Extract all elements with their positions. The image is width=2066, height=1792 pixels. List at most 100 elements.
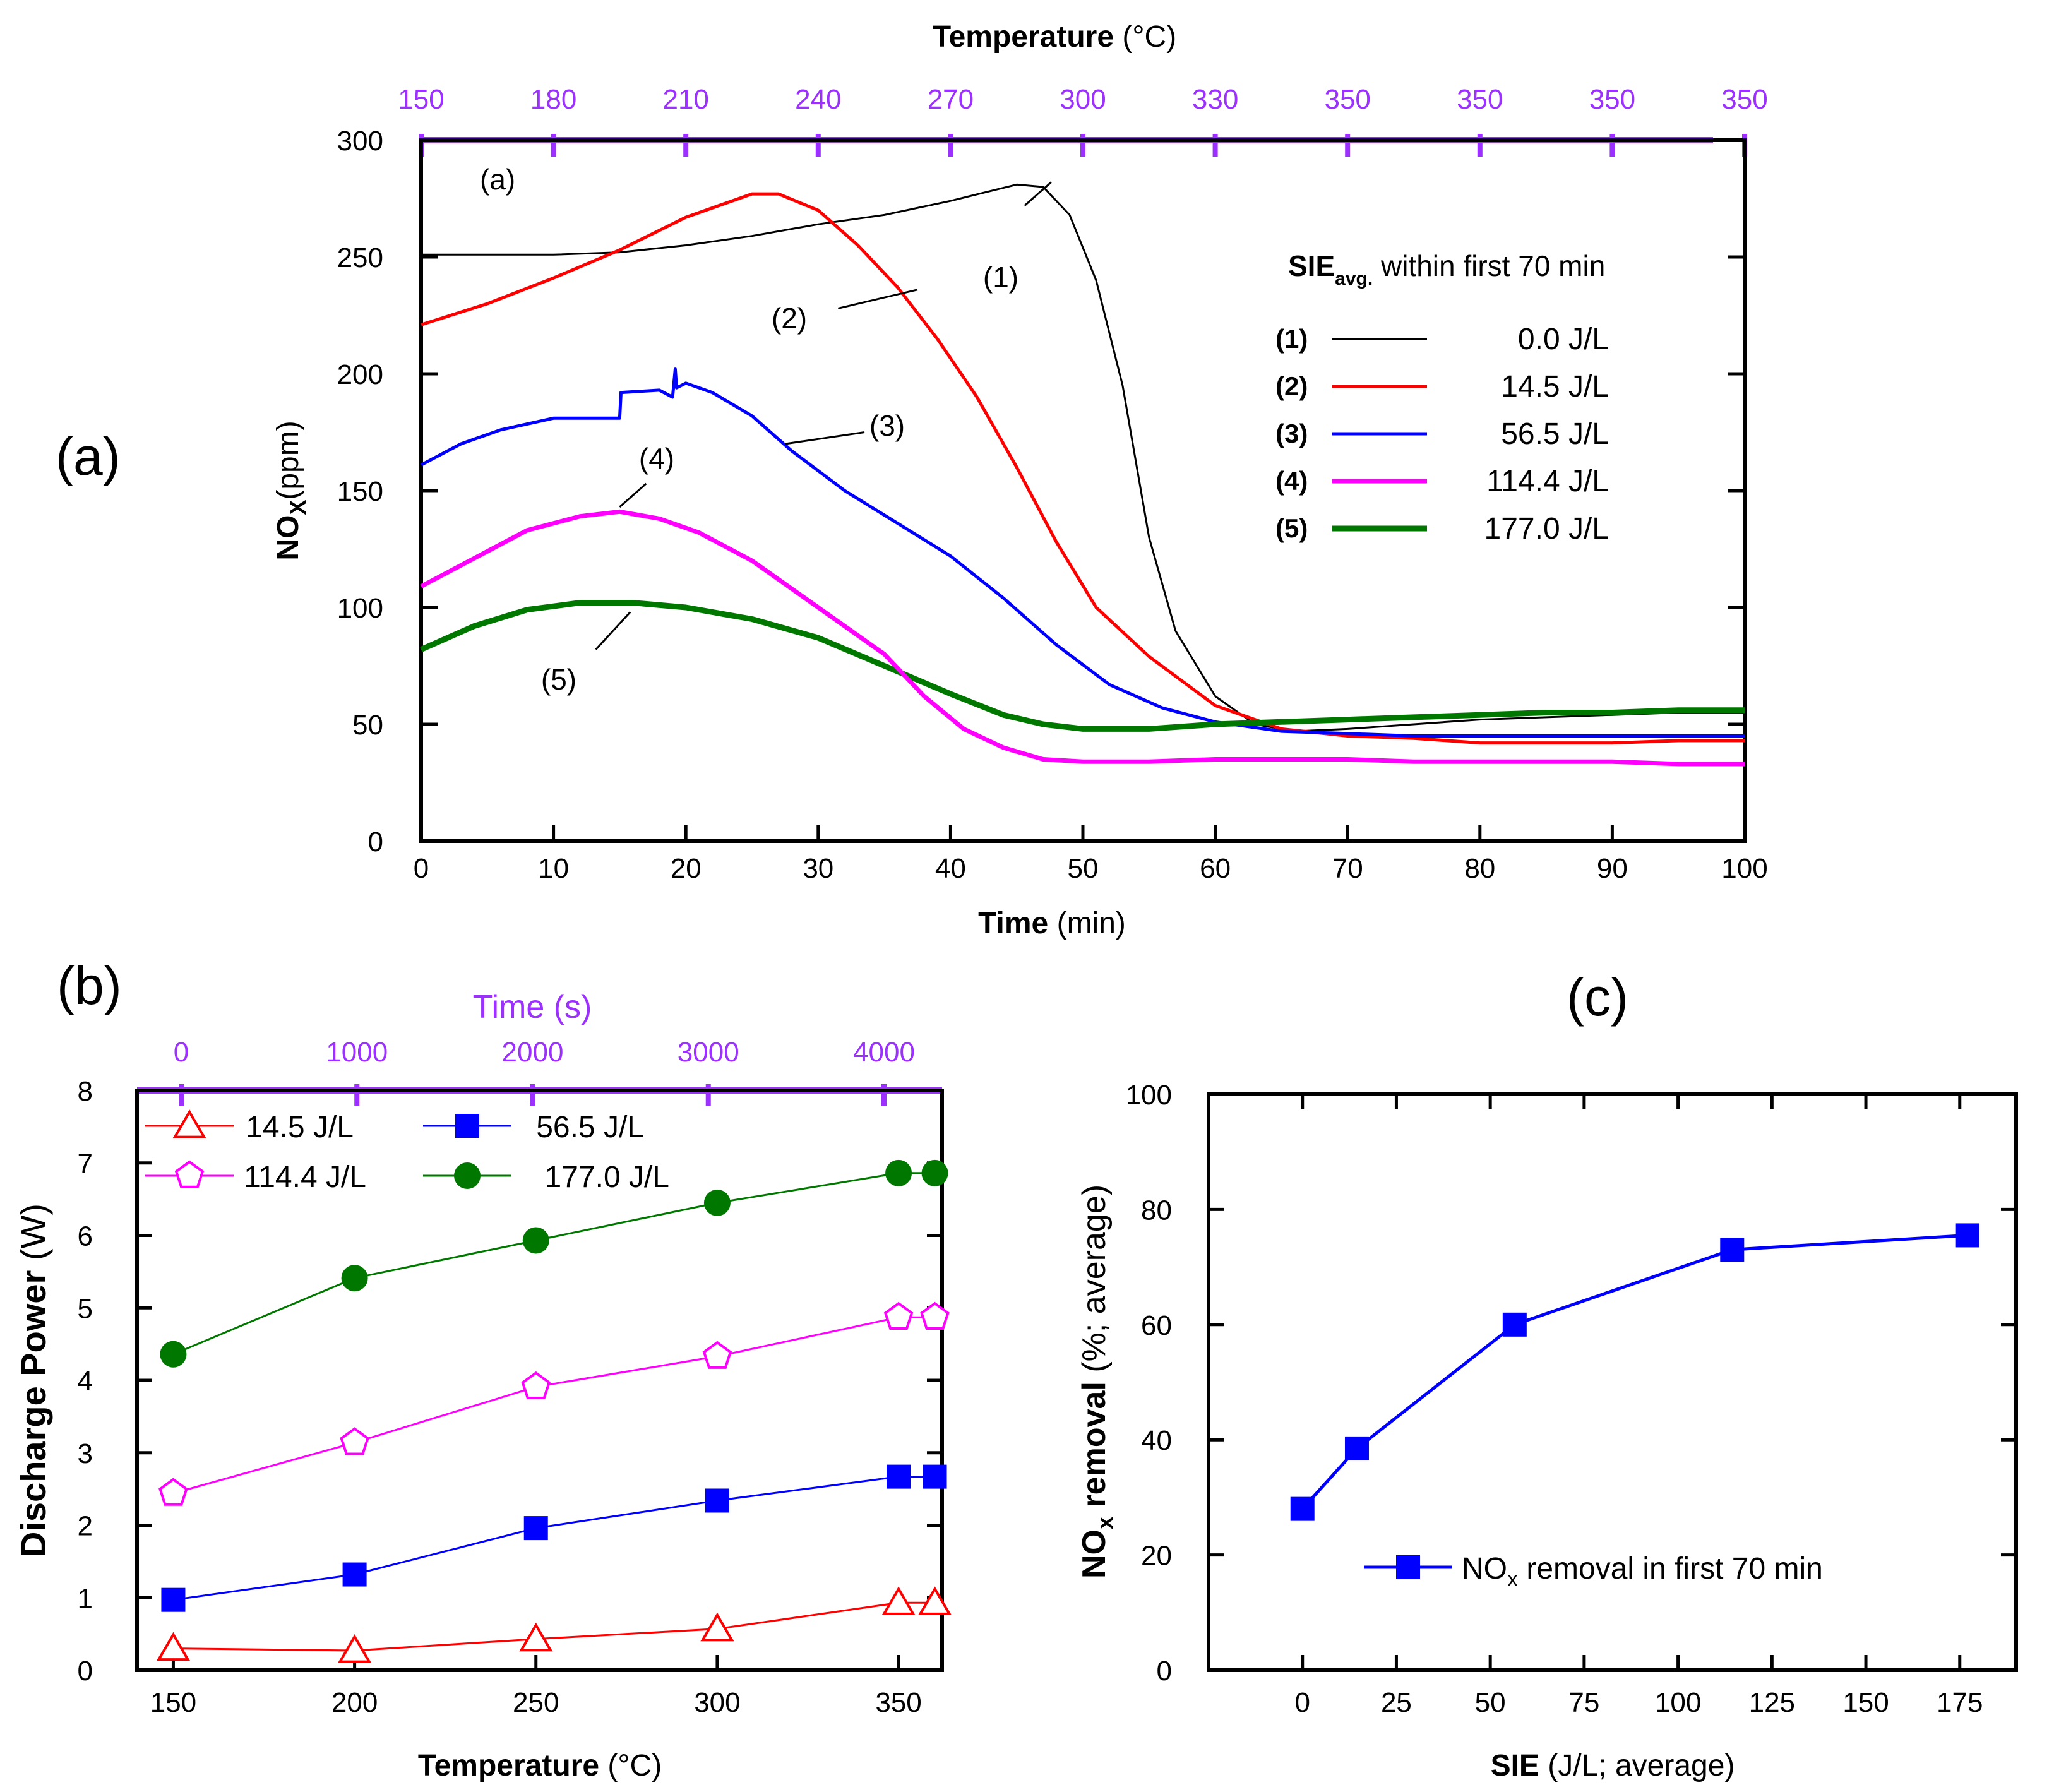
panel-a-annotation-label: (3): [869, 409, 905, 442]
panel-c-legend-marker: [1396, 1555, 1420, 1579]
panel-a-y-axis-label: NOX(ppm): [272, 421, 311, 560]
panel-a-top-tick-label: 150: [398, 84, 444, 115]
panel-a-y-tick-label: 250: [337, 242, 383, 273]
panel-b-legend-marker: [172, 1109, 206, 1138]
panel-a-y-tick-label: 100: [337, 593, 383, 624]
panel-b-y-tick-label: 1: [78, 1583, 93, 1614]
panel-b-legend-label: 56.5 J/L: [536, 1111, 644, 1144]
panel-c-x-tick-label: 50: [1475, 1687, 1506, 1718]
panel-b-data-point: [158, 1478, 188, 1506]
panel-a-annotation-leader: [595, 611, 631, 650]
panel-a-top-tick-label: 350: [1721, 84, 1767, 115]
panel-b-legend: 14.5 J/L 56.5 J/L 114.4 J/L 177.0 J/L: [145, 1109, 669, 1194]
panel-a-annotation-label: (2): [772, 302, 807, 335]
panel-c-chart: (c) 0 25 50 75 100 125 150 175 0 20 40 60 80 100 NOx …: [1076, 967, 2018, 1783]
panel-a-x-tick-label: 10: [538, 853, 569, 884]
panel-a-annotation-label: (1): [983, 261, 1018, 294]
panel-b-y-tick-label: 7: [78, 1149, 93, 1180]
panel-c-y-tick-label: 0: [1157, 1656, 1172, 1687]
panel-a-x-tick-label: 100: [1721, 853, 1767, 884]
panel-a-legend-label: 0.0 J/L: [1518, 323, 1609, 356]
panel-c-legend-label: NOx removal in first 70 min: [1462, 1552, 1823, 1591]
panel-a-series-line-2: [421, 192, 1745, 745]
panel-c-x-axis-label: SIE (J/L; average): [1491, 1749, 1735, 1783]
panel-c-axis-ticks: 0 25 50 75 100 125 150 175 0 20 40 60 80 100: [1126, 1080, 2016, 1718]
panel-a-axis-ticks: 0 10 20 30 40 50 60 70 80 90 100 0 50 100 150 200 250 300: [337, 126, 1768, 884]
panel-b-data-point: [920, 1301, 950, 1330]
panel-a-annotation-leader: [619, 482, 647, 508]
panel-b-data-point: [340, 1427, 369, 1455]
panel-a-top-tick-label: 240: [795, 84, 841, 115]
panel-b-data-point: [161, 1587, 186, 1612]
panel-b-y-tick-label: 2: [78, 1511, 93, 1542]
panel-b-data-point: [883, 1301, 914, 1330]
panel-a-y-tick-label: 50: [352, 710, 383, 741]
panel-a-x-tick-label: 40: [935, 853, 966, 884]
panel-a-legend-label: 114.4 J/L: [1486, 465, 1609, 498]
panel-b-data-point: [703, 1189, 731, 1216]
panel-a-legend-id: (2): [1275, 371, 1308, 401]
panel-a-legend-id: (4): [1275, 466, 1308, 496]
panel-b-data-point: [923, 1464, 947, 1489]
panel-c-data-point: [1344, 1436, 1369, 1460]
panel-a-legend-label: 14.5 J/L: [1501, 370, 1609, 403]
panel-c-plot-frame: [1207, 1092, 2018, 1672]
panel-a-top-axis-label: Temperature (°C): [933, 20, 1176, 54]
panel-c-x-tick-label: 125: [1749, 1687, 1795, 1718]
panel-a-x-tick-label: 50: [1068, 853, 1099, 884]
panel-a-chart: (a) (a) Temperature (°C) 150 180 210 240 270…: [56, 20, 1768, 940]
panel-c-x-tick-label: 175: [1937, 1687, 1983, 1718]
panel-b-legend-marker: [455, 1114, 479, 1138]
panel-c-letter: (c): [1567, 967, 1628, 1027]
panel-a-top-tick-label: 270: [928, 84, 974, 115]
panel-b-data-point: [702, 1341, 732, 1369]
panel-a-series-line-4: [420, 509, 1745, 767]
panel-a-annotation-label: (4): [639, 442, 674, 475]
panel-a-legend: SIEavg. within first 70 min (1) 0.0 J/L (2…: [1275, 249, 1609, 546]
panel-a-top-tick-label: 210: [662, 84, 708, 115]
panel-b-y-tick-label: 3: [78, 1438, 93, 1469]
panel-a-top-tick-label: 350: [1457, 84, 1503, 115]
panel-b-y-axis-label: Discharge Power (W): [13, 1204, 53, 1557]
panel-b-data-point: [341, 1265, 368, 1292]
panel-b-top-axis-label: Time (s): [473, 989, 592, 1025]
panel-c-x-tick-label: 100: [1655, 1687, 1701, 1718]
panel-a-legend-label: 177.0 J/L: [1484, 512, 1609, 546]
panel-b-legend-label: 177.0 J/L: [545, 1161, 669, 1194]
panel-b-y-tick-label: 8: [78, 1076, 93, 1107]
panel-a-top-ticks: 150 180 210 240 270 300 330 350 350 350 350: [398, 84, 1768, 157]
panel-b-x-tick-label: 150: [150, 1687, 196, 1718]
panel-b-data-point: [921, 1159, 948, 1186]
panel-b-legend-marker: [174, 1160, 205, 1188]
panel-b-x-tick-label: 350: [875, 1687, 921, 1718]
panel-a-annotation-leader: [837, 289, 918, 309]
panel-a-annotation-leader: [1024, 181, 1052, 206]
panel-c-data-point: [1955, 1223, 1979, 1248]
panel-a-legend-id: (1): [1275, 324, 1308, 354]
panel-b-top-tick-label: 2000: [502, 1037, 564, 1068]
panel-c-data-point: [1502, 1312, 1527, 1337]
panel-b-top-tick-label: 3000: [678, 1037, 739, 1068]
panel-b-top-tick-label: 0: [174, 1037, 189, 1068]
panel-a-legend-id: (5): [1275, 513, 1308, 543]
panel-a-letter: (a): [56, 427, 121, 486]
panel-c-x-tick-label: 150: [1842, 1687, 1889, 1718]
panel-a-series-line-1: [421, 183, 1745, 732]
panel-c-y-tick-label: 20: [1141, 1541, 1172, 1572]
panel-b-data-point: [156, 1632, 191, 1661]
panel-c-data-point: [1290, 1496, 1315, 1521]
panel-a-x-tick-label: 30: [803, 853, 833, 884]
panel-b-data-point: [342, 1562, 367, 1587]
panel-a-legend-title: SIEavg. within first 70 min: [1288, 249, 1605, 289]
panel-b-letter: (b): [57, 956, 122, 1015]
panel-b-data-point: [522, 1227, 549, 1254]
panel-c-x-tick-label: 0: [1294, 1687, 1310, 1718]
panel-b-data-point: [887, 1464, 911, 1489]
panel-a-inner-label: (a): [480, 163, 515, 196]
panel-c-x-tick-label: 75: [1568, 1687, 1599, 1718]
panel-c-x-tick-label: 25: [1381, 1687, 1412, 1718]
panel-b-y-tick-label: 4: [78, 1366, 93, 1397]
panel-a-series-line-3: [420, 367, 1745, 738]
panel-b-top-tick-label: 4000: [853, 1037, 915, 1068]
